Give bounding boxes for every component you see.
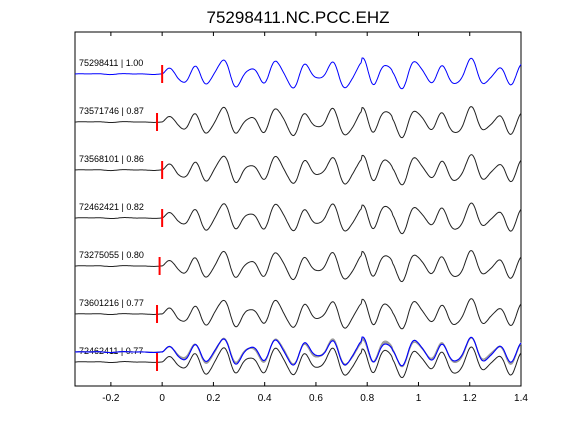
waveform: [74, 154, 522, 186]
x-axis: -0.2 0 0.2 0.4 0.6 0.8 1 1.2 1.4: [102, 32, 528, 404]
waveform: [74, 250, 522, 283]
trace-label: 72462421 | 0.82: [79, 202, 144, 212]
trace-row: 72462411 | 0.77: [74, 346, 522, 379]
trace-label: 73568101 | 0.86: [79, 154, 144, 164]
overlay-stack: [74, 336, 522, 368]
trace-label: 73275055 | 0.80: [79, 250, 144, 260]
trace-row: 73601216 | 0.77: [74, 298, 522, 330]
waveform: [74, 346, 522, 379]
x-tick-label: 0.4: [258, 393, 272, 404]
x-tick-label: 1.4: [514, 393, 528, 404]
trace-label: 73601216 | 0.77: [79, 298, 144, 308]
x-tick-label: 0.2: [206, 393, 220, 404]
trace-row: 73568101 | 0.86: [74, 154, 522, 186]
trace-row: 75298411 | 1.00: [74, 57, 522, 90]
x-tick-label: 0: [159, 393, 165, 404]
trace-label: 75298411 | 1.00: [79, 58, 143, 68]
trace-label: 73571746 | 0.87: [79, 106, 144, 116]
reference-waveform: [74, 57, 522, 90]
waveform: [74, 106, 522, 139]
trace-row: 72462421 | 0.82: [74, 202, 522, 235]
x-tick-label: 0.6: [309, 393, 323, 404]
trace-label: 72462411 | 0.77: [79, 346, 143, 356]
x-tick-label: 0.8: [360, 393, 374, 404]
trace-row: 73571746 | 0.87: [74, 106, 522, 139]
trace-row: 73275055 | 0.80: [74, 250, 522, 283]
waveform: [74, 298, 522, 330]
overlay-reference-waveform: [74, 336, 522, 367]
plot-area: -0.2 0 0.2 0.4 0.6 0.8 1 1.2 1.4 75298411 | 1.00…: [74, 31, 528, 404]
waveform: [74, 202, 522, 235]
x-tick-label: 1.2: [463, 393, 477, 404]
chart-title: 75298411.NC.PCC.EHZ: [207, 8, 390, 27]
x-tick-label: 1: [416, 393, 422, 404]
x-tick-label: -0.2: [102, 393, 120, 404]
trace-stack: 75298411 | 1.00 73571746 | 0.87 73568101 |…: [74, 57, 522, 379]
